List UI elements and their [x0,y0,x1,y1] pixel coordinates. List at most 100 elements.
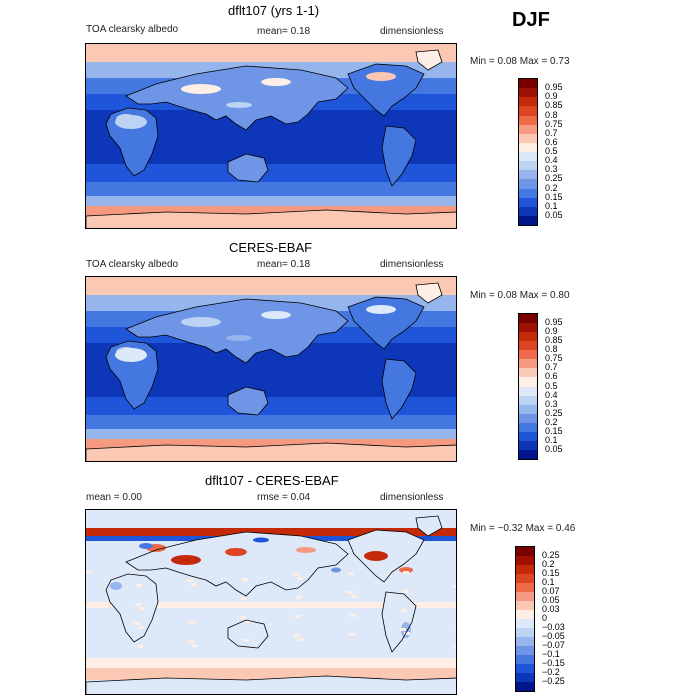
colorbar-swatch [516,565,534,574]
colorbar-tick-label: 0.25 [545,407,563,418]
colorbar-swatch [516,601,534,610]
colorbar-tick-label: 0.4 [545,155,558,166]
colorbar-swatch [519,124,537,134]
colorbar-tick-label: 0.9 [545,91,558,102]
colorbar-swatch [519,314,537,324]
colorbar-swatch [519,161,537,171]
colorbar-swatch [519,440,537,450]
coastline [227,153,269,183]
colorbar-tick-label: 0.75 [545,118,563,129]
colorbar-swatch [519,368,537,378]
coastline [381,125,417,187]
panel-1-mean-label: mean= 0.18 [257,26,311,37]
colorbar-tick-label: −0.03 [542,622,565,632]
colorbar-swatch [519,179,537,189]
colorbar-swatch [519,395,537,405]
colorbar-tick-label: 0.6 [545,136,558,147]
colorbar-tick-label: −0.25 [542,676,565,686]
colorbar-tick-label: 0.7 [545,362,558,373]
colorbar-swatch [519,323,537,333]
colorbar-swatch [519,79,537,89]
coastline [227,386,269,416]
colorbar-tick-label: 0.15 [545,191,563,202]
colorbar-swatch [516,592,534,601]
map-field [86,510,456,694]
coastline [105,340,159,410]
colorbar-swatch [519,341,537,351]
panel-2-variable-label: TOA clearsky albedo [86,259,179,270]
colorbar-swatch [516,673,534,682]
colorbar-swatch [519,142,537,152]
panel-3-units-label: dimensionless [380,492,444,503]
coastline [227,619,269,649]
coastline [125,65,349,131]
colorbar-tick-label: 0.3 [545,398,558,409]
season-label: DJF [512,9,550,31]
colorbar-swatch [519,152,537,162]
coastline [381,358,417,420]
colorbar-tick-label: 0.2 [542,559,555,569]
colorbar-swatch [516,646,534,655]
colorbar-swatch [516,547,534,556]
panel-3-colorbar [515,546,535,692]
colorbar-tick-label: 0.03 [542,604,560,614]
colorbar-tick-label: −0.2 [542,667,560,677]
panel-3-map [85,509,457,695]
colorbar-swatch [519,106,537,116]
colorbar-tick-label: 0.4 [545,389,558,400]
panel-3-title: dflt107 - CERES-EBAF [205,473,339,488]
panel-2-map [85,276,457,462]
colorbar-swatch [516,556,534,565]
colorbar-swatch [519,133,537,143]
coastline [347,63,425,117]
colorbar-tick-label: −0.1 [542,649,560,659]
colorbar-swatch [516,682,534,691]
colorbar-tick-label: 0.8 [545,109,558,120]
colorbar-tick-label: 0.85 [545,100,563,111]
colorbar-swatch [519,332,537,342]
colorbar-tick-label: 0.3 [545,164,558,175]
map-field [86,277,456,461]
colorbar-tick-label: −0.15 [542,658,565,668]
colorbar-tick-label: 0.9 [545,326,558,337]
colorbar-tick-label: 0.25 [542,550,560,560]
panel-3-rmse-label: rmse = 0.04 [257,492,311,503]
colorbar-tick-label: 0.7 [545,127,558,138]
panel-1-units-label: dimensionless [380,26,444,37]
colorbar-tick-label: 0.5 [545,380,558,391]
colorbar-tick-label: 0.75 [545,353,563,364]
panel-2-colorbar-labels: 0.95 0.9 0.85 0.8 0.75 0.7 0.6 0.5 0.4 0.3 0.25 0.2… [545,313,585,460]
colorbar-swatch [519,404,537,414]
colorbar-tick-label: 0.6 [545,371,558,382]
colorbar-swatch [516,664,534,673]
coastline [105,107,159,177]
colorbar-swatch [516,637,534,646]
colorbar-swatch [516,610,534,619]
colorbar-swatch [516,583,534,592]
panel-3-colorbar-labels: 0.25 0.2 0.15 0.1 0.07 0.05 0.03 0 −0.03 −0.05 −0.… [542,546,582,692]
colorbar-tick-label: 0.95 [545,82,563,93]
panel-1-colorbar [518,78,538,226]
panel-2-units-label: dimensionless [380,259,444,270]
panel-1-colorbar-labels: 0.95 0.9 0.85 0.8 0.75 0.7 0.6 0.5 0.4 0.3 0.25 0.2… [545,78,585,226]
panel-1-variable-label: TOA clearsky albedo [86,24,179,35]
colorbar-tick-label: 0.95 [545,317,563,328]
colorbar-tick-label: 0.05 [542,595,560,605]
colorbar-swatch [519,170,537,180]
colorbar-tick-label: 0.15 [545,425,563,436]
panel-2-mean-label: mean= 0.18 [257,259,311,270]
coastline [347,529,425,583]
coastline [86,209,456,228]
colorbar-tick-label: 0.05 [545,443,563,454]
coastline [86,442,456,461]
colorbar-tick-label: 0.2 [545,182,558,193]
panel-1-minmax: Min = 0.08 Max = 0.73 [470,56,570,67]
coastline [125,531,349,597]
colorbar-tick-label: 0 [542,613,548,623]
panel-2-colorbar [518,313,538,460]
colorbar-swatch [519,449,537,459]
colorbar-swatch [519,97,537,107]
colorbar-tick-label: 0.1 [542,577,555,587]
colorbar-swatch [519,359,537,369]
map-field [86,44,456,228]
